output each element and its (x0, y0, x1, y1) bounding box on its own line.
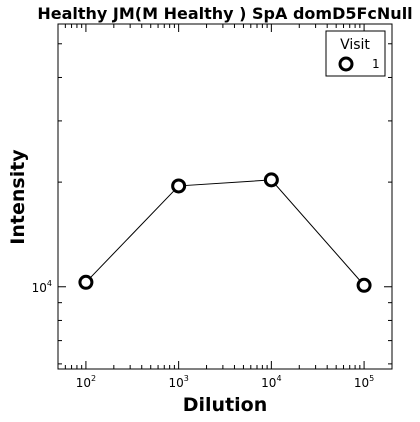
y-axis-label: Intensity (7, 149, 29, 245)
axis-ticks (57, 24, 393, 369)
data-point (171, 178, 187, 194)
x-tick-label: 105 (354, 374, 374, 390)
data-point (263, 172, 279, 188)
tick-labels: 102 103 104 105 104 (32, 279, 375, 390)
legend-title: Visit (340, 37, 370, 53)
plot-frame (57, 23, 393, 370)
x-tick-label: 102 (76, 374, 96, 390)
legend-box (325, 30, 386, 77)
series-line (85, 179, 365, 286)
legend-label: 1 (372, 57, 380, 71)
y-tick-label: 104 (32, 279, 52, 295)
x-tick-label: 103 (168, 374, 188, 390)
data-point (356, 277, 372, 293)
series-layer (78, 172, 372, 293)
x-tick-label: 104 (261, 374, 281, 390)
legend: Visit 1 (325, 30, 386, 77)
x-axis-label: Dilution (183, 394, 268, 416)
legend-marker (338, 56, 354, 72)
chart-title: Healthy JM(M Healthy ) SpA domD5FcNull (37, 4, 412, 23)
data-point (78, 274, 94, 290)
